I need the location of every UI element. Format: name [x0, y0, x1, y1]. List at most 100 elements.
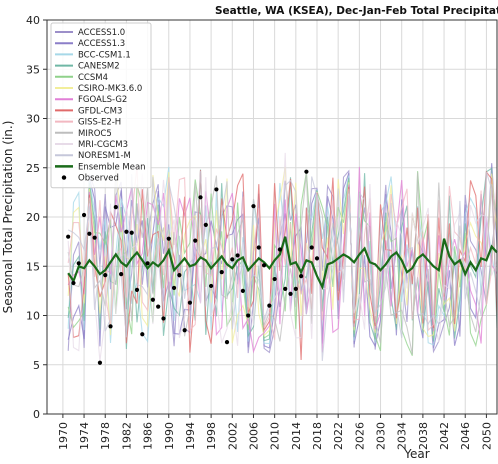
x-tick-label: 1982	[120, 422, 133, 450]
model-line-mri-cgcm3	[67, 152, 498, 362]
observed-point	[161, 316, 166, 321]
observed-point	[134, 287, 140, 292]
observed-point	[230, 257, 235, 262]
legend-box	[50, 22, 152, 189]
legend-label: Ensemble Mean	[78, 162, 146, 172]
observed-point	[224, 339, 230, 345]
observed-point	[240, 288, 245, 293]
observed-point	[129, 230, 134, 235]
y-tick-label: 40	[26, 14, 40, 27]
y-tick-label: 5	[33, 359, 40, 372]
model-lines-layer	[67, 152, 498, 362]
legend-marker	[61, 175, 67, 180]
observed-point	[71, 280, 76, 286]
x-tick-label: 2014	[290, 422, 303, 450]
x-tick-label: 2050	[480, 422, 493, 450]
legend-label: CCSM4	[78, 73, 108, 83]
ensemble-mean-layer	[67, 236, 498, 291]
observed-point	[97, 360, 103, 365]
observed-point	[66, 234, 71, 239]
model-line-canesm2	[67, 167, 498, 350]
observed-point	[246, 313, 251, 318]
observed-point	[261, 263, 267, 268]
observed-point	[87, 231, 92, 236]
observed-point	[166, 236, 171, 241]
x-axis-label: Year	[403, 447, 429, 461]
model-line-miroc5	[67, 172, 498, 355]
x-tick-label: 1998	[205, 422, 218, 450]
legend-label: FGOALS-G2	[78, 95, 127, 105]
legend-label: MRI-CGCM3	[78, 140, 128, 150]
observed-point	[283, 286, 288, 292]
observed-point	[251, 204, 256, 209]
x-tick-label: 2038	[417, 422, 430, 450]
observed-point	[124, 229, 129, 234]
observed-point	[92, 235, 97, 240]
observed-point	[113, 205, 118, 210]
y-tick-label: 20	[26, 211, 40, 224]
observed-point	[277, 247, 283, 252]
legend-label: ACCESS1.0	[78, 28, 125, 38]
observed-point	[219, 270, 224, 275]
y-tick-label: 10	[26, 310, 40, 323]
y-tick-label: 30	[26, 113, 40, 126]
x-tick-label: 1986	[142, 422, 155, 450]
observed-point	[272, 276, 277, 282]
observed-point	[119, 272, 124, 277]
x-tick-label: 2042	[438, 422, 451, 450]
observed-points-layer	[66, 169, 320, 365]
x-tick-label: 2006	[247, 422, 260, 450]
observed-point	[267, 303, 272, 308]
x-tick-label: 1990	[163, 422, 176, 450]
x-tick-label: 2002	[226, 422, 239, 450]
observed-point	[108, 324, 113, 329]
y-tick-label: 35	[26, 63, 40, 76]
ensemble-mean-line	[67, 236, 498, 291]
legend-label: CANESM2	[78, 62, 120, 72]
observed-point	[156, 304, 161, 309]
x-tick-label: 2026	[353, 422, 366, 450]
model-line-csiro-mk3-6-0	[67, 166, 498, 344]
y-axis-label: Seasonal Total Precipitation (in.)	[1, 121, 15, 314]
legend-label: BCC-CSM1.1	[78, 50, 131, 60]
legend-label: CSIRO-MK3.6.0	[78, 84, 142, 94]
observed-point	[235, 253, 240, 258]
x-tick-label: 2010	[269, 422, 282, 450]
legend-label: Observed	[78, 174, 119, 184]
x-tick-label: 2018	[311, 422, 324, 450]
legend-label: MIROC5	[78, 129, 112, 139]
observed-point	[309, 245, 314, 250]
observed-point	[314, 256, 320, 261]
observed-point	[187, 300, 193, 305]
x-tick-label: 2030	[375, 422, 388, 450]
observed-point	[198, 195, 203, 200]
observed-point	[103, 273, 108, 278]
model-line-noresm1-m	[67, 166, 498, 361]
observed-point	[145, 261, 150, 266]
observed-point	[177, 273, 182, 278]
observed-point	[203, 222, 208, 227]
y-tick-label: 0	[33, 408, 40, 421]
legend-label: NORESM1-M	[78, 151, 131, 161]
observed-point	[182, 328, 187, 333]
observed-point	[81, 212, 87, 218]
x-tick-label: 1970	[57, 422, 70, 450]
observed-point	[256, 245, 261, 250]
observed-point	[214, 187, 219, 192]
observed-point	[288, 291, 293, 296]
legend-label: GISS-E2-H	[78, 118, 121, 128]
y-axis-ticks: 0 5 10 15 20 25 30 35 40	[26, 14, 47, 421]
x-tick-label: 1994	[184, 422, 197, 450]
observed-point	[304, 169, 309, 174]
x-axis-ticks: 1970 1974 1978 1982 1986 1990 1994 1998 2002 2006…	[57, 414, 493, 450]
y-tick-label: 15	[26, 260, 40, 273]
observed-point	[209, 283, 214, 289]
x-tick-label: 1978	[99, 422, 112, 450]
model-line-giss-e2-h	[67, 165, 498, 340]
observed-point	[140, 332, 145, 337]
model-line-ccsm4	[67, 171, 498, 356]
observed-point	[299, 274, 304, 279]
y-tick-label: 25	[26, 162, 40, 175]
